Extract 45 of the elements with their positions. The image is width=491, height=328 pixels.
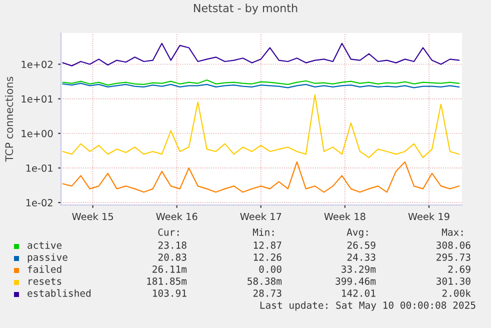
text: Last update: Sat May 10 00:00:08 2025 (260, 301, 476, 311)
text: 399.46m (336, 277, 376, 285)
text: Avg: (346, 228, 368, 238)
text: 2.69 (448, 265, 470, 273)
text: 20.83 (158, 253, 186, 261)
text: 33.29m (342, 265, 376, 273)
text: 24.33 (347, 253, 376, 261)
text: Max: (442, 228, 463, 236)
line-series (62, 161, 460, 193)
x-tick-label: Week 15 (72, 212, 114, 220)
text: 181.85m (147, 277, 187, 285)
chart-title: Netstat - by month (194, 4, 298, 14)
legend-label: passive (28, 253, 68, 263)
text: 26.11m (152, 265, 187, 273)
x-tick-label: Week 17 (240, 212, 282, 220)
text: 103.91 (153, 289, 186, 297)
text: 142.01 (342, 289, 376, 297)
y-tick-label: 1e+00 (22, 130, 53, 138)
line-series (62, 94, 460, 158)
text: Min: (252, 228, 274, 236)
x-tick-label: Week 19 (408, 212, 450, 220)
legend-label: active (28, 241, 62, 249)
legend-label: resets (28, 278, 62, 285)
text: 301.30 (436, 277, 470, 285)
text: 308.06 (436, 241, 470, 249)
line-series (62, 42, 460, 66)
text: 28.73 (253, 289, 282, 297)
text: 295.73 (436, 253, 470, 261)
y-tick-label: 1e+02 (22, 60, 52, 68)
x-tick-label: Week 16 (156, 212, 198, 220)
y-tick-label: 1e-02 (26, 199, 52, 206)
y-tick-label: 1e+01 (22, 95, 52, 103)
text: 26.59 (347, 241, 376, 249)
legend-label: failed (28, 265, 62, 273)
text: 2.00k (442, 289, 471, 297)
text: 12.26 (254, 253, 282, 261)
text: 12.87 (254, 241, 282, 249)
text: 0.00 (259, 265, 282, 273)
legend-label: established (28, 289, 90, 297)
y-axis-title: TCP connections (5, 76, 14, 162)
text: 58.38m (248, 277, 282, 285)
text: 23.18 (158, 241, 186, 249)
y-tick-label: 1e-01 (26, 164, 52, 172)
x-tick-label: Week 18 (324, 212, 366, 220)
text: Cur: (158, 228, 179, 236)
